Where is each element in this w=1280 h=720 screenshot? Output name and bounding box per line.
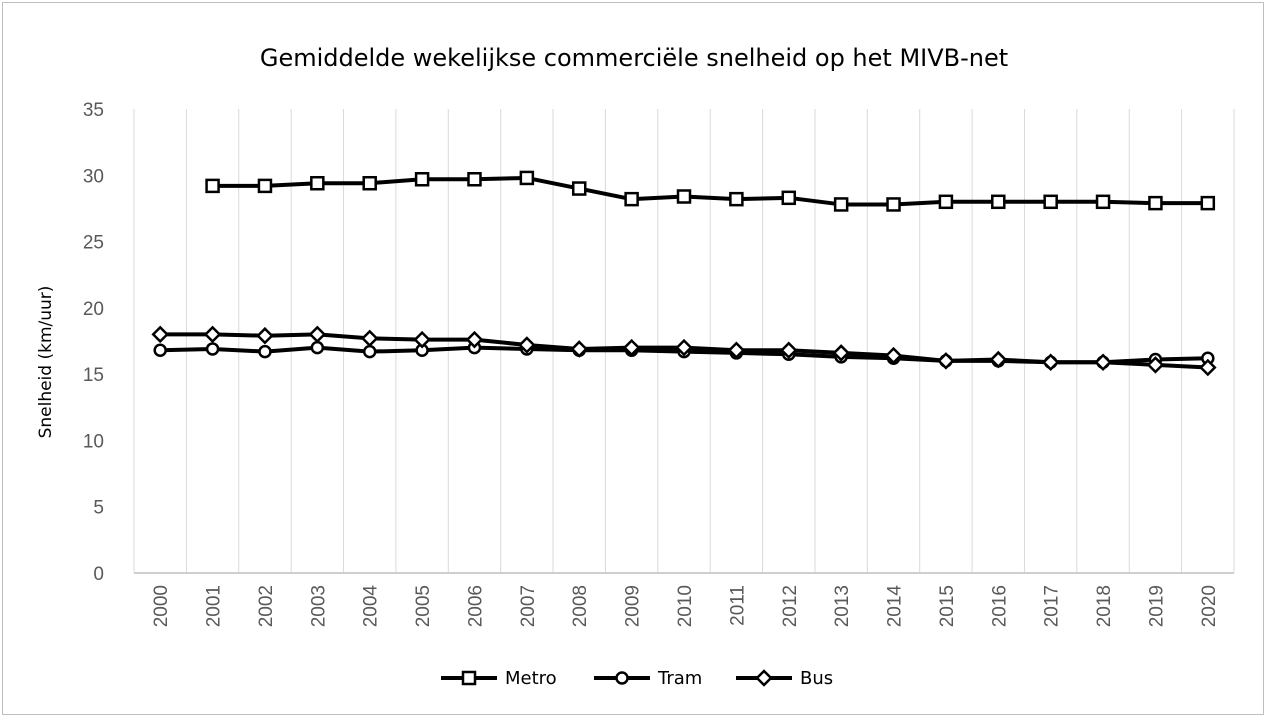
x-tick-label: 2019 (1146, 585, 1167, 627)
x-tick-label: 2004 (361, 585, 382, 628)
data-point-bus (675, 338, 693, 357)
data-point-metro (991, 194, 1006, 210)
data-point-bus (1041, 353, 1060, 371)
x-tick-label: 2008 (570, 585, 591, 627)
data-point-bus (360, 329, 379, 348)
x-tick-label: 2016 (989, 585, 1010, 627)
x-tick-label: 2007 (518, 585, 539, 627)
data-point-tram (258, 344, 272, 359)
x-tick-label: 2001 (204, 585, 225, 627)
legend-label-tram: Tram (657, 668, 702, 689)
data-point-bus (518, 336, 536, 354)
legend: Metro Tram Bus (441, 668, 833, 689)
data-point-metro (833, 197, 849, 212)
data-point-metro (414, 172, 430, 187)
y-axis-ticks: 0 5 10 15 20 25 30 35 (83, 100, 104, 585)
data-point-bus (884, 346, 903, 365)
data-point-metro (1095, 194, 1111, 210)
data-point-metro (1148, 195, 1163, 211)
data-point-bus (256, 326, 274, 345)
data-point-tram (362, 344, 377, 359)
data-point-tram (153, 343, 167, 358)
data-point-bus (308, 325, 327, 344)
legend-item-bus: Bus (736, 668, 833, 689)
series-line-metro (212, 175, 1208, 207)
data-point-bus (727, 341, 746, 360)
legend-label-metro: Metro (505, 668, 557, 689)
x-tick-label: 2014 (885, 585, 906, 628)
data-point-bus (413, 330, 431, 349)
data-point-bus (779, 341, 798, 360)
data-point-bus (622, 338, 641, 357)
data-point-bus (151, 325, 169, 344)
x-tick-label: 2000 (151, 585, 172, 627)
data-point-metro (257, 178, 273, 194)
data-point-metro (362, 175, 377, 191)
x-tick-label: 2017 (1042, 585, 1063, 627)
x-axis-ticks: 2000 2001 2002 2003 2004 2005 2006 2007 2008 2009… (151, 585, 1220, 628)
data-point-bus (1199, 358, 1217, 377)
data-point-metro (1043, 194, 1058, 210)
x-tick-label: 2006 (465, 585, 486, 627)
data-point-bus (570, 340, 589, 358)
x-tick-label: 2005 (413, 585, 434, 627)
data-point-tram (310, 340, 325, 355)
legend-label-bus: Bus (800, 668, 833, 689)
x-tick-label: 2011 (727, 585, 748, 626)
y-tick-label: 35 (83, 100, 104, 121)
x-tick-label: 2002 (256, 585, 277, 627)
data-point-metro (729, 191, 744, 207)
data-point-bus (1094, 353, 1112, 371)
y-tick-label: 0 (93, 564, 104, 585)
series-layer (151, 170, 1217, 377)
data-point-metro (624, 191, 639, 207)
data-point-bus (989, 350, 1008, 369)
data-point-bus (832, 344, 850, 362)
x-tick-label: 2015 (937, 585, 958, 627)
y-tick-label: 30 (83, 166, 104, 187)
data-point-metro (205, 178, 220, 194)
data-point-tram (205, 342, 220, 356)
legend-marker-bus (755, 669, 773, 687)
x-tick-label: 2020 (1199, 585, 1220, 627)
legend-item-tram: Tram (594, 668, 702, 689)
data-point-bus (937, 352, 955, 370)
x-tick-label: 2003 (308, 585, 329, 627)
y-tick-label: 25 (83, 233, 104, 254)
data-point-metro (938, 194, 954, 210)
y-axis-label: Snelheid (km/uur) (36, 286, 56, 439)
gridlines (133, 109, 1235, 574)
data-point-metro (310, 175, 325, 191)
x-tick-label: 2013 (832, 585, 853, 627)
legend-marker-metro (461, 670, 477, 686)
series-metro (205, 170, 1216, 212)
chart-title: Gemiddelde wekelijkse commerciële snelhe… (260, 44, 1008, 72)
x-tick-label: 2018 (1094, 585, 1115, 627)
data-point-metro (467, 172, 482, 187)
x-tick-label: 2010 (675, 585, 696, 627)
y-tick-label: 15 (83, 365, 104, 386)
legend-marker-tram (615, 671, 629, 685)
data-point-metro (571, 181, 587, 196)
y-tick-label: 10 (83, 431, 104, 452)
data-point-bus (203, 325, 222, 344)
data-point-metro (1200, 195, 1216, 211)
x-tick-label: 2009 (623, 585, 644, 627)
data-point-metro (519, 170, 535, 186)
data-point-metro (781, 190, 797, 206)
data-point-metro (676, 189, 692, 204)
y-tick-label: 20 (83, 299, 104, 320)
data-point-bus (1146, 356, 1165, 374)
y-tick-label: 5 (93, 498, 104, 519)
legend-item-metro: Metro (441, 668, 557, 689)
x-tick-label: 2012 (780, 585, 801, 627)
data-point-metro (886, 197, 901, 212)
series-bus (151, 325, 1217, 377)
data-point-bus (465, 330, 484, 349)
chart-frame (2, 2, 1264, 715)
